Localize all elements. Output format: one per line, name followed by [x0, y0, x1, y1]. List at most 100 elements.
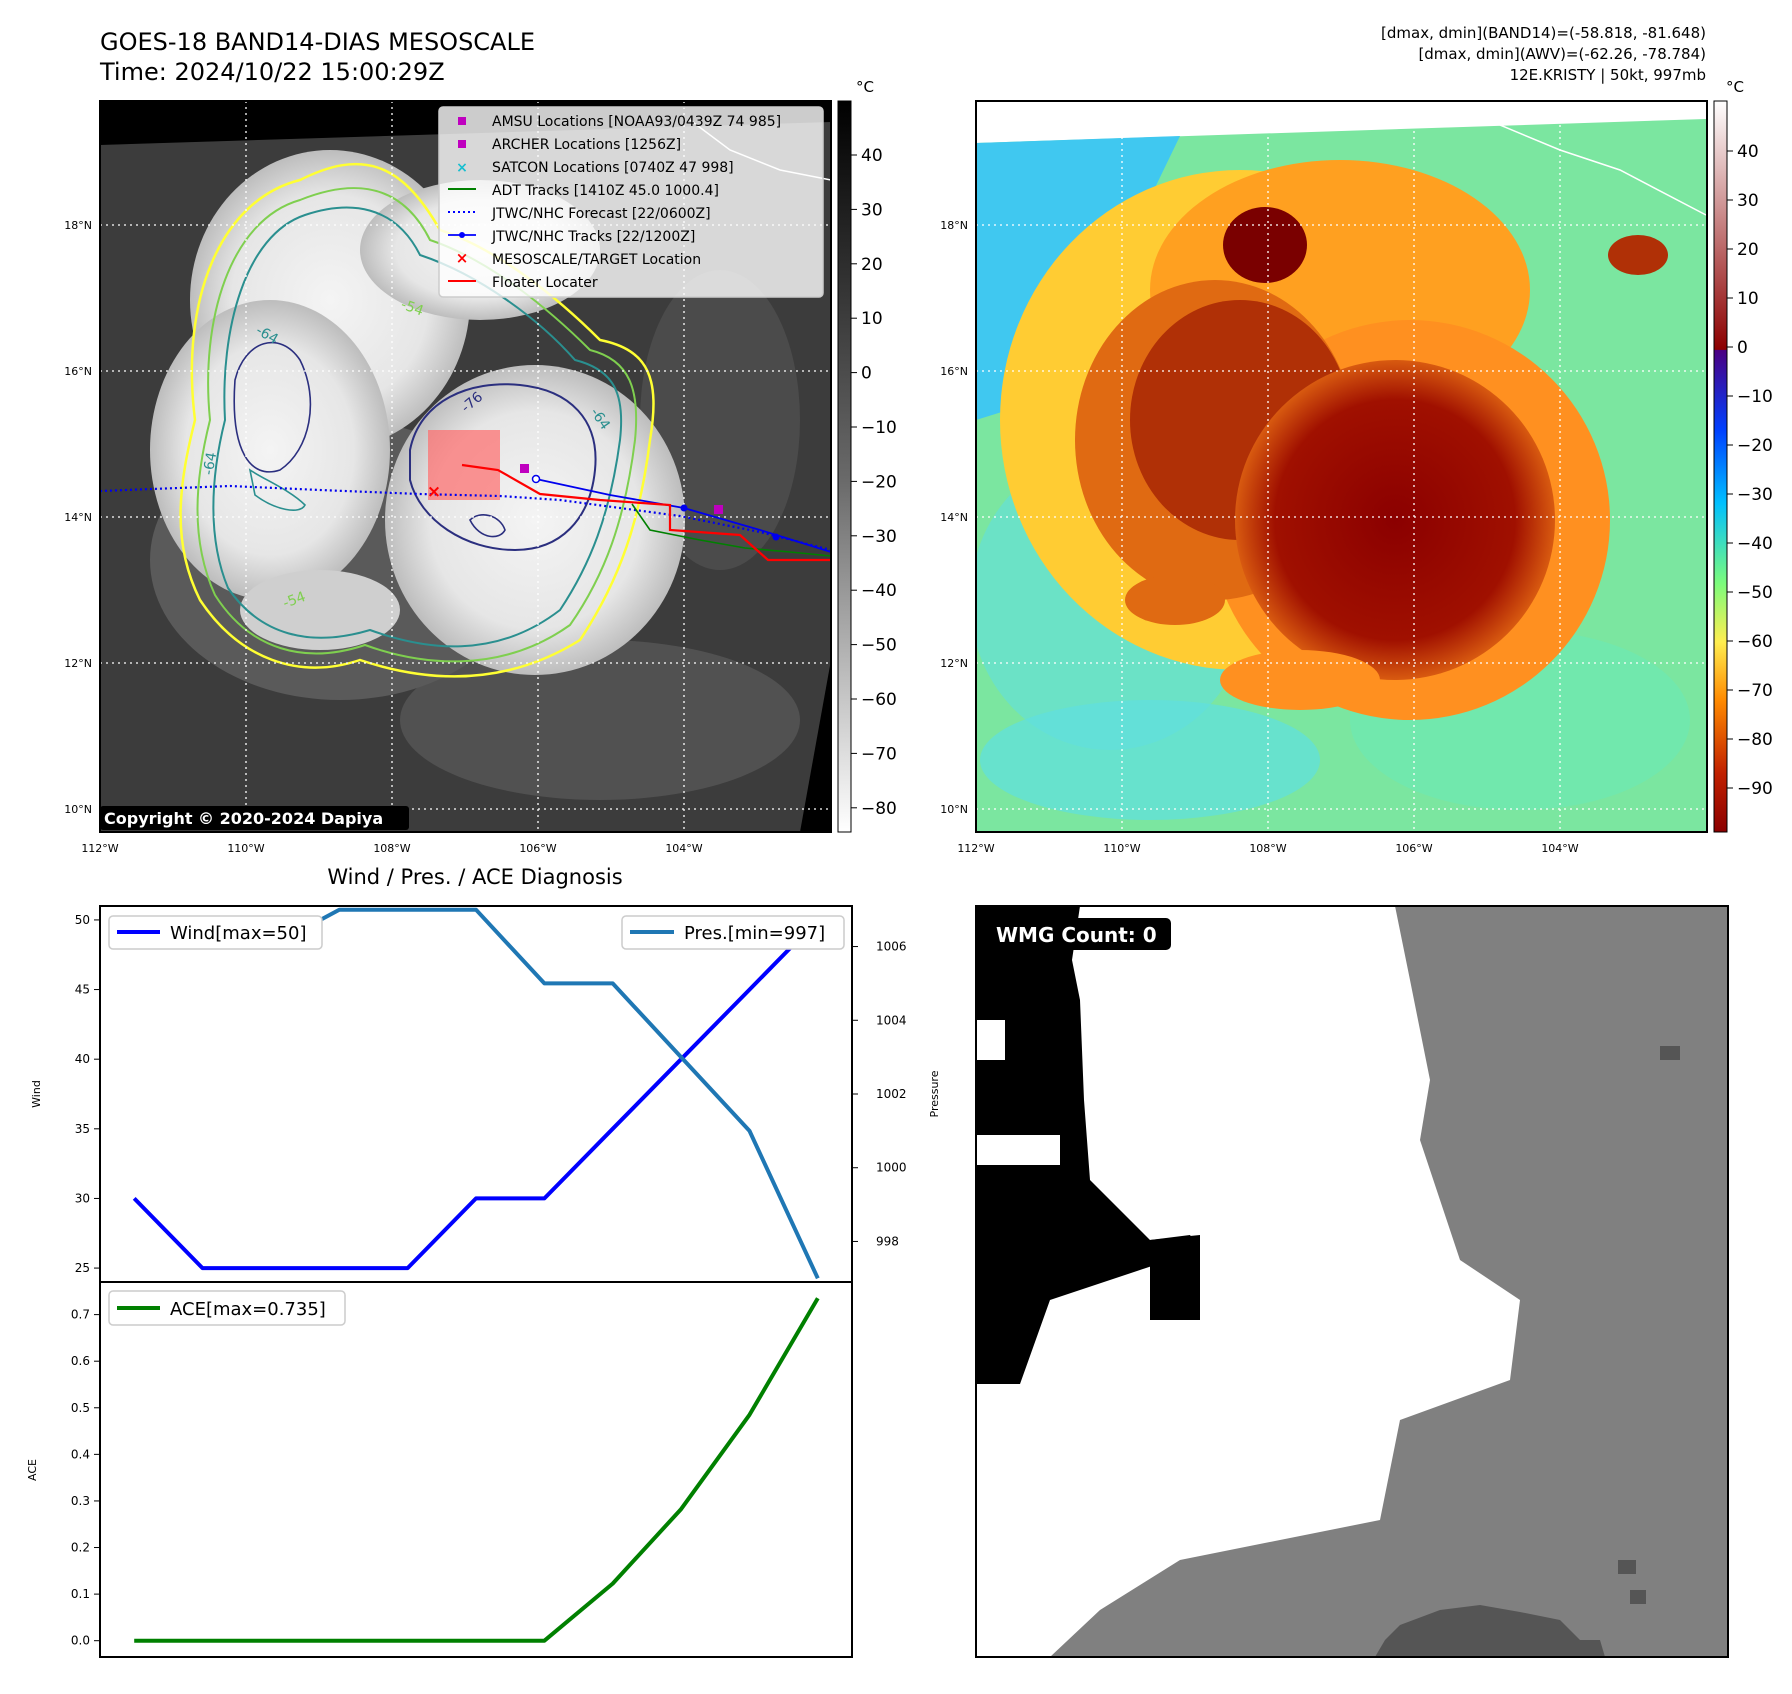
colorbar2-tick-label: −80	[1737, 730, 1773, 750]
ace-tick-label: 0.6	[71, 1354, 90, 1368]
lat-label-10n: 10°N	[64, 803, 92, 816]
colorbar2-tick-label: 0	[1737, 338, 1748, 358]
contour-label: -64	[201, 451, 221, 476]
pressure-tick-label: 998	[876, 1234, 899, 1248]
legend-target-label: MESOSCALE/TARGET Location	[492, 252, 701, 268]
figure-title: GOES-18 BAND14-DIAS MESOSCALE	[100, 28, 535, 56]
colorbar1-tick-label: −60	[861, 690, 897, 710]
chart-title: Wind / Pres. / ACE Diagnosis	[327, 865, 622, 889]
legend-satcon-marker: ×	[456, 160, 468, 176]
legend-amsu-label: AMSU Locations [NOAA93/0439Z 74 985]	[492, 114, 781, 130]
colorbar1-unit: °C	[856, 78, 874, 96]
ace-axis-label: ACE	[26, 1459, 39, 1481]
legend-archer-label: ARCHER Locations [1256Z]	[492, 137, 681, 153]
lat-label-16n: 16°N	[64, 365, 92, 378]
wind-tick-label: 35	[75, 1122, 90, 1136]
wind-pres-plot-frame	[99, 905, 853, 1283]
wind-tick-label: 25	[75, 1261, 90, 1275]
pressure-legend: Pres.[min=997]	[621, 915, 845, 950]
ace-tick-label: 0.4	[71, 1447, 90, 1461]
pressure-legend-label: Pres.[min=997]	[684, 923, 825, 944]
colorbar1-tick-label: −20	[861, 472, 897, 492]
colorbar2-tick-label: 20	[1737, 240, 1759, 260]
wind-line	[132, 918, 820, 1271]
colorbar1-tick-label: −40	[861, 581, 897, 601]
lon-label-104w: 104°W	[665, 842, 702, 855]
colorbar2-tick-label: 30	[1737, 191, 1759, 211]
awv-lat-label-12n: 12°N	[940, 657, 968, 670]
colorbar2-tick-label: −50	[1737, 583, 1773, 603]
awv-lon-label-106w: 106°W	[1395, 842, 1432, 855]
legend-archer-marker	[458, 140, 466, 148]
legend-tracks-label: JTWC/NHC Tracks [22/1200Z]	[491, 229, 695, 245]
awv-map	[976, 101, 1707, 832]
lon-label-106w: 106°W	[519, 842, 556, 855]
copyright-text: Copyright © 2020-2024 Dapiya	[104, 809, 383, 828]
pressure-axis-label: Pressure	[928, 1070, 941, 1117]
colorbar1-tick-label: −80	[861, 799, 897, 819]
legend-floater-label: Floater Locater	[492, 275, 598, 291]
legend-adt-label: ADT Tracks [1410Z 45.0 1000.4]	[492, 183, 719, 199]
awv-map-frame	[975, 100, 1708, 833]
wmg-label-box	[986, 918, 1171, 950]
wind-legend: Wind[max=50]	[108, 915, 323, 950]
legend: × × AMSU Locations [NOAA93/0439Z 74 985]…	[438, 106, 824, 298]
legend-tracks-dot	[459, 232, 465, 238]
colorbar2-tick-label: −70	[1737, 681, 1773, 701]
colorbar2-tick-label: −10	[1737, 387, 1773, 407]
ace-tick-label: 0.7	[71, 1308, 90, 1322]
colorbar2-tick-label: 40	[1737, 142, 1759, 162]
lat-label-18n: 18°N	[64, 219, 92, 232]
ace-tick-label: 0.0	[71, 1634, 90, 1648]
wmg-count-label: WMG Count: 0	[996, 923, 1157, 947]
wmg-panel	[976, 906, 1728, 1657]
wind-tick-label: 30	[75, 1191, 90, 1205]
awv-lon-label-112w: 112°W	[957, 842, 994, 855]
ir-map-frame	[99, 100, 832, 833]
lat-label-14n: 14°N	[64, 511, 92, 524]
colorbar1-tick-label: 20	[861, 255, 883, 275]
info-storm: 12E.KRISTY | 50kt, 997mb	[1510, 66, 1706, 84]
awv-lat-label-18n: 18°N	[940, 219, 968, 232]
lon-label-112w: 112°W	[81, 842, 118, 855]
legend-forecast-label: JTWC/NHC Forecast [22/0600Z]	[491, 206, 711, 222]
awv-lon-label-104w: 104°W	[1541, 842, 1578, 855]
colorbar2-unit: °C	[1726, 78, 1744, 96]
copyright-box	[100, 806, 409, 830]
wind-legend-label: Wind[max=50]	[170, 923, 307, 944]
legend-satcon-label: SATCON Locations [0740Z 47 998]	[492, 160, 734, 176]
pressure-tick-label: 1002	[876, 1087, 907, 1101]
ace-tick-label: 0.5	[71, 1401, 90, 1415]
awv-lat-label-14n: 14°N	[940, 511, 968, 524]
colorbar2-tick-label: −30	[1737, 485, 1773, 505]
lon-label-110w: 110°W	[227, 842, 264, 855]
colorbar2-tick-label: −20	[1737, 436, 1773, 456]
colorbar2-tick-label: 10	[1737, 289, 1759, 309]
legend-amsu-marker	[458, 117, 466, 125]
info-awv: [dmax, dmin](AWV)=(-62.26, -78.784)	[1418, 45, 1706, 63]
awv-lon-label-110w: 110°W	[1103, 842, 1140, 855]
legend-target-marker: ×	[456, 249, 469, 267]
colorbar1-tick-label: −50	[861, 636, 897, 656]
wind-tick-label: 40	[75, 1052, 90, 1066]
colorbar1-tick-label: −10	[861, 418, 897, 438]
awv-lat-label-16n: 16°N	[940, 365, 968, 378]
colorbar2-tick-label: −40	[1737, 534, 1773, 554]
colorbar2-tick-label: −60	[1737, 632, 1773, 652]
lon-label-108w: 108°W	[373, 842, 410, 855]
wind-tick-label: 45	[75, 983, 90, 997]
ace-plot-frame	[99, 1281, 853, 1658]
awv-lat-label-10n: 10°N	[940, 803, 968, 816]
wmg-frame	[975, 905, 1729, 1658]
svg-text:×: ×	[427, 482, 441, 502]
ace-line	[134, 1297, 820, 1643]
wind-axis-label: Wind	[30, 1080, 43, 1108]
awv-lon-label-108w: 108°W	[1249, 842, 1286, 855]
pressure-line	[134, 907, 820, 1280]
colorbar2-tick-label: −90	[1737, 779, 1773, 799]
ace-tick-label: 0.1	[71, 1587, 90, 1601]
ace-legend-label: ACE[max=0.735]	[170, 1299, 326, 1320]
colorbar1-tick-label: 0	[861, 364, 872, 384]
colorbar2	[1713, 100, 1728, 833]
